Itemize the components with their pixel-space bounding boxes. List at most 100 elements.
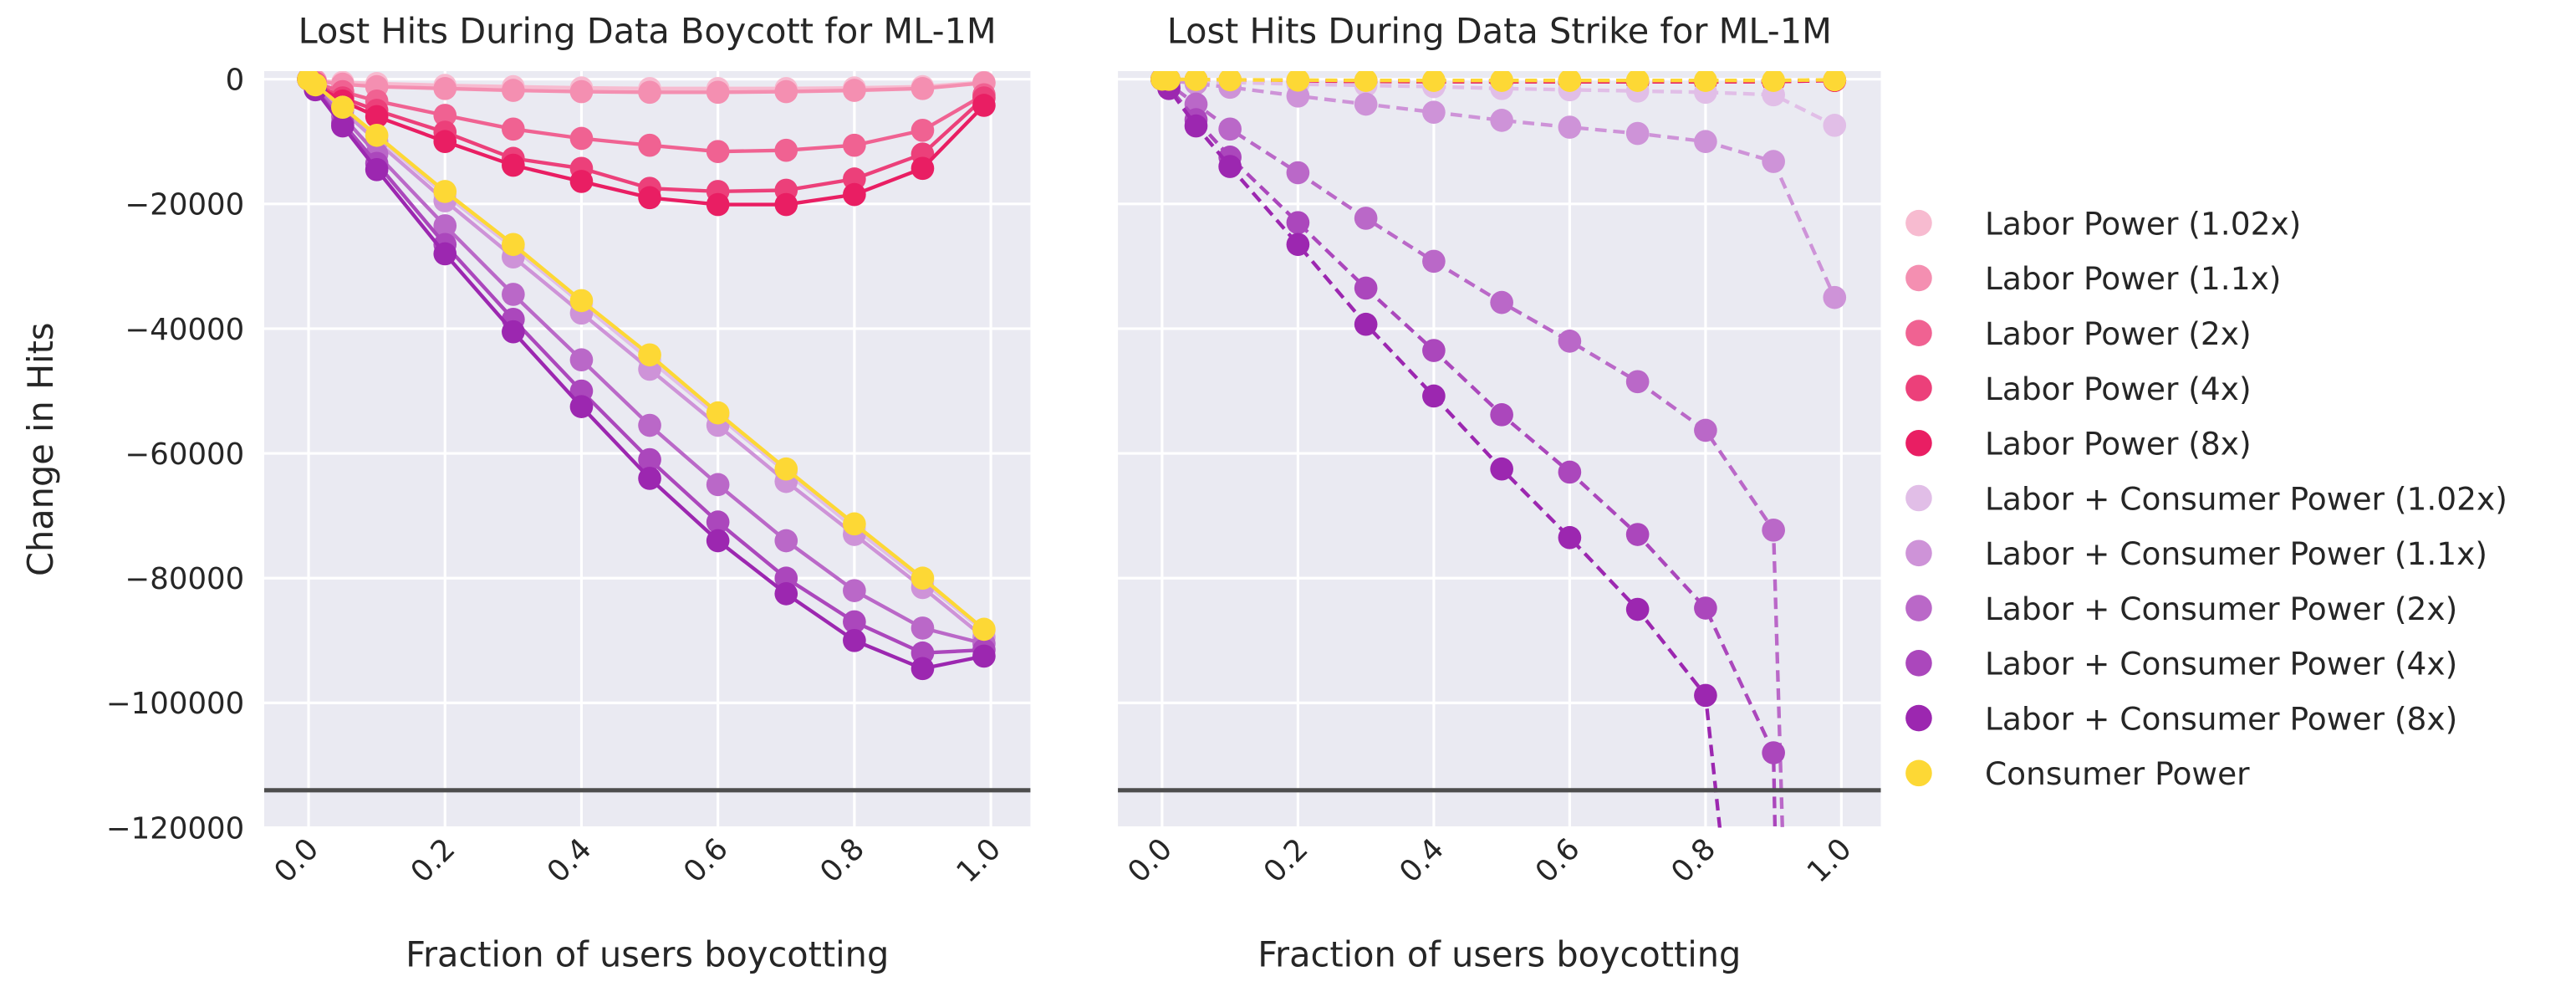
plot-area: [1118, 70, 1881, 828]
y-tick-label: −40000: [125, 313, 244, 347]
data-point: [1558, 525, 1582, 550]
legend-marker: [1905, 209, 1932, 237]
data-point: [1625, 523, 1650, 546]
data-point: [433, 104, 457, 127]
data-point: [1558, 330, 1582, 353]
legend-label: Labor + Consumer Power (1.02x): [1985, 480, 2507, 517]
data-point: [569, 348, 594, 372]
data-point: [1218, 70, 1242, 92]
data-point: [569, 289, 594, 313]
data-point: [502, 79, 525, 102]
legend-label: Labor + Consumer Power (2x): [1985, 591, 2457, 627]
data-point: [843, 79, 866, 102]
data-point: [1218, 155, 1242, 178]
data-point: [843, 133, 866, 157]
data-point: [1286, 84, 1310, 108]
data-point: [1286, 233, 1310, 257]
legend-label: Labor Power (2x): [1985, 315, 2252, 352]
y-tick-label: −20000: [125, 188, 244, 222]
data-point: [569, 395, 594, 418]
data-point: [502, 233, 525, 257]
data-point: [843, 628, 866, 652]
chart-title: Lost Hits During Data Strike for ML-1M: [1167, 11, 1832, 51]
data-point: [843, 512, 866, 536]
data-point: [1558, 460, 1582, 484]
x-tick-label: 0.6: [1529, 832, 1587, 890]
data-point: [1354, 92, 1378, 116]
legend-marker: [1905, 759, 1932, 787]
data-point: [1490, 290, 1513, 314]
y-tick-label: −100000: [106, 687, 244, 721]
data-point: [706, 80, 730, 105]
x-tick-label: 0.8: [1665, 832, 1722, 890]
legend-marker: [1905, 375, 1932, 401]
data-point: [843, 610, 866, 634]
data-point: [1422, 70, 1446, 92]
legend-marker: [1905, 429, 1932, 457]
series-group: [1150, 70, 1847, 828]
data-point: [433, 180, 457, 203]
y-tick-label: −60000: [125, 437, 244, 472]
data-point: [1490, 109, 1513, 132]
data-point: [638, 80, 661, 105]
data-point: [911, 118, 935, 142]
data-point: [1490, 70, 1513, 92]
data-point: [774, 457, 798, 481]
data-point: [569, 79, 594, 104]
data-point: [569, 170, 594, 193]
data-point: [1354, 312, 1378, 336]
legend-label: Consumer Power: [1985, 755, 2250, 792]
data-point: [1694, 683, 1717, 708]
data-point: [911, 616, 935, 640]
data-point: [1558, 70, 1582, 92]
data-point: [638, 186, 661, 210]
data-point: [1490, 457, 1513, 481]
data-point: [1694, 418, 1717, 442]
data-point: [1286, 211, 1310, 235]
data-point: [1625, 70, 1650, 92]
data-point: [774, 138, 798, 162]
data-point: [1422, 384, 1446, 408]
data-point: [1625, 121, 1650, 146]
data-point: [1762, 150, 1785, 173]
data-point: [911, 566, 935, 591]
x-axis-label: Fraction of users boycotting: [406, 934, 889, 974]
legend-label: Labor + Consumer Power (1.1x): [1985, 535, 2487, 572]
x-tick-label: 1.0: [1801, 832, 1859, 890]
data-point: [1625, 597, 1650, 621]
data-point: [502, 153, 525, 177]
data-point: [1762, 518, 1785, 542]
legend-label: Labor + Consumer Power (8x): [1985, 700, 2457, 737]
data-point: [1422, 339, 1446, 362]
legend-marker: [1905, 704, 1932, 732]
data-point: [433, 77, 457, 100]
data-point: [1625, 370, 1650, 394]
data-point: [706, 473, 730, 497]
legend-marker: [1905, 595, 1932, 621]
x-tick-label: 0.0: [1121, 832, 1179, 890]
data-point: [774, 582, 798, 606]
data-point: [502, 117, 525, 141]
x-tick-label: 0.0: [268, 832, 325, 890]
data-point: [1422, 100, 1446, 125]
data-point: [1823, 114, 1847, 137]
legend-label: Labor Power (4x): [1985, 371, 2252, 407]
data-point: [1354, 70, 1378, 92]
y-axis-label: Change in Hits: [21, 322, 61, 576]
data-point: [706, 140, 730, 163]
data-point: [706, 529, 730, 553]
y-tick-label: −80000: [125, 562, 244, 596]
y-tick-label: 0: [226, 64, 245, 98]
data-point: [638, 413, 661, 437]
data-point: [433, 130, 457, 154]
x-tick-label: 1.0: [950, 832, 1007, 890]
data-point: [365, 123, 389, 147]
legend-label: Labor + Consumer Power (4x): [1985, 646, 2457, 683]
legend-marker: [1905, 539, 1932, 567]
legend-label: Labor Power (1.02x): [1985, 205, 2301, 242]
data-point: [972, 644, 996, 668]
x-tick-label: 0.6: [677, 832, 735, 890]
data-point: [569, 126, 594, 151]
legend-marker: [1905, 264, 1932, 292]
